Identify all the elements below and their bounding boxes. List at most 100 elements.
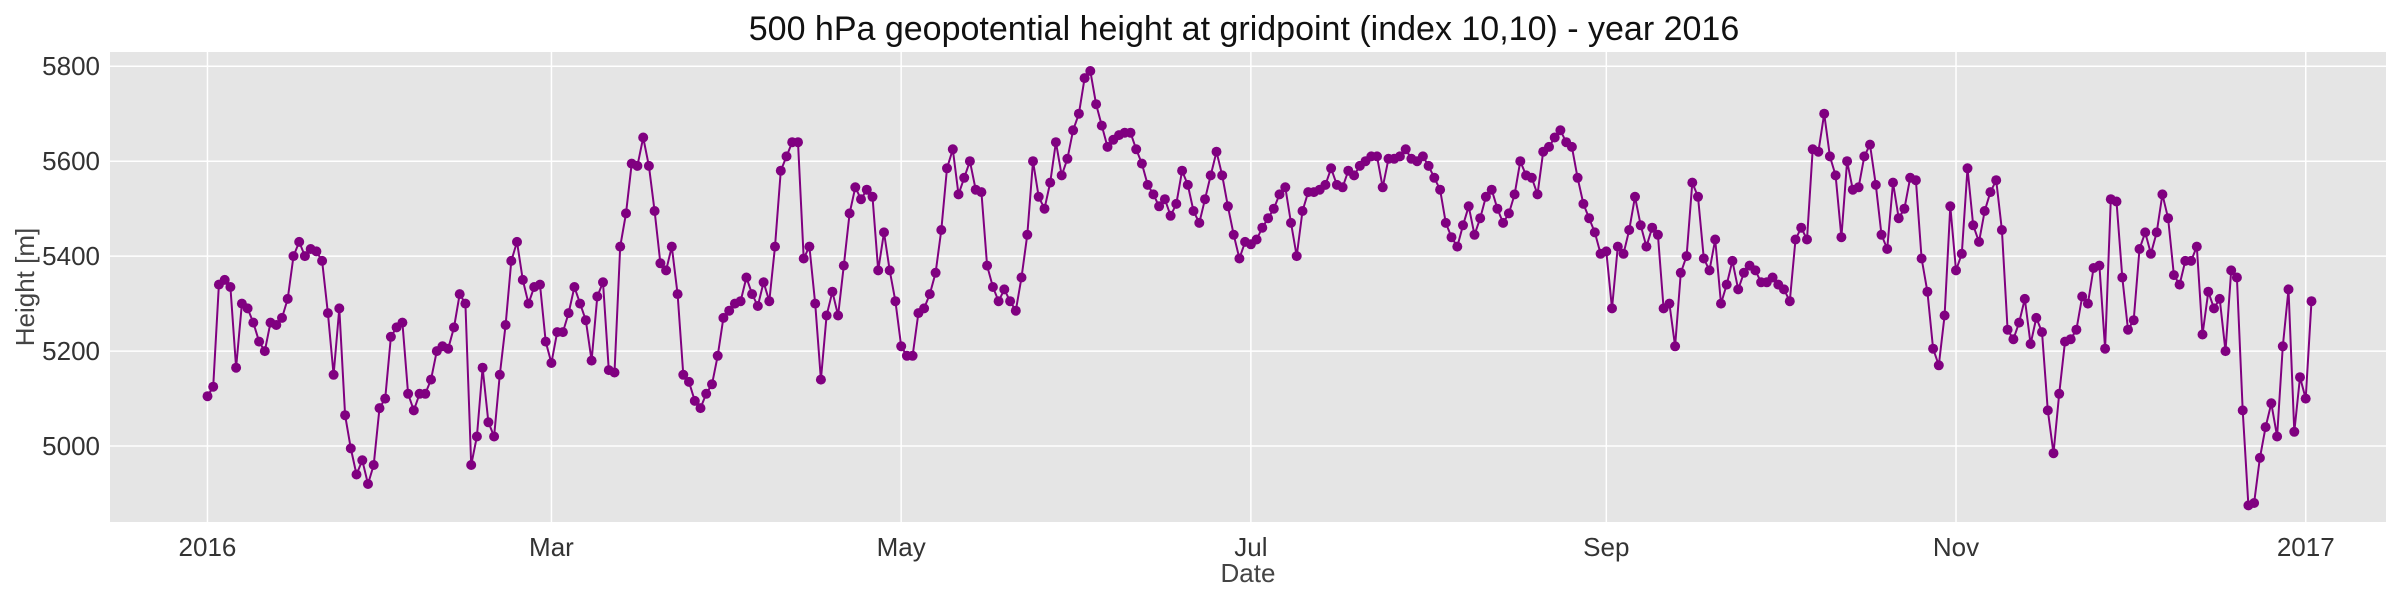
data-point [2237, 405, 2248, 416]
data-point [804, 241, 815, 252]
data-point [953, 189, 964, 200]
y-tick-label: 5600 [42, 146, 100, 176]
data-point [643, 160, 654, 171]
data-point [1555, 125, 1566, 136]
data-point [1796, 222, 1807, 233]
data-point [1687, 177, 1698, 188]
data-point [1939, 310, 1950, 321]
data-point [707, 379, 717, 390]
data-point [1136, 158, 1147, 169]
data-point [827, 286, 838, 297]
data-point [1469, 229, 1480, 240]
data-point [586, 355, 597, 366]
data-point [1842, 156, 1853, 167]
data-point [798, 253, 809, 264]
data-point [540, 336, 551, 347]
data-point [248, 317, 259, 328]
data-point [1268, 203, 1279, 214]
data-point [2157, 189, 2168, 200]
data-point [1096, 120, 1107, 131]
data-point [443, 343, 454, 354]
data-point [1549, 132, 1560, 143]
data-point [999, 284, 1010, 295]
data-point [294, 236, 305, 247]
data-point [1297, 206, 1308, 216]
x-tick-label: 2017 [2277, 532, 2335, 562]
data-point [1882, 244, 1893, 254]
data-point [1475, 213, 1486, 224]
data-point [1400, 144, 1411, 155]
data-point [1727, 255, 1738, 266]
data-point [1956, 248, 1967, 259]
data-point [1435, 184, 1446, 195]
data-point [2145, 248, 2156, 259]
data-point [1664, 298, 1675, 309]
data-point [1572, 172, 1583, 183]
data-point [1458, 220, 1468, 231]
data-point [947, 144, 958, 155]
data-point [1125, 127, 1136, 138]
data-point [494, 369, 505, 380]
data-point [793, 137, 803, 148]
data-point [1068, 125, 1079, 136]
data-point [254, 336, 265, 347]
data-point [1721, 279, 1732, 290]
data-point [259, 346, 270, 357]
data-point [649, 206, 660, 216]
data-point [1693, 191, 1703, 202]
data-point [546, 358, 557, 368]
y-tick-label: 5000 [42, 431, 100, 461]
data-point [1498, 217, 1509, 228]
data-point [2266, 398, 2277, 409]
data-point [460, 298, 471, 309]
data-point [770, 241, 780, 252]
data-point [420, 388, 431, 399]
data-point [449, 322, 459, 333]
data-point [1933, 360, 1944, 371]
data-point [1154, 201, 1165, 212]
data-point [987, 282, 998, 292]
data-point [1968, 220, 1979, 231]
data-point [2048, 448, 2059, 459]
data-point [231, 362, 242, 373]
data-point [2277, 341, 2288, 352]
data-point [1830, 170, 1841, 181]
data-point [1394, 151, 1405, 162]
data-point [1188, 206, 1199, 216]
data-point [672, 289, 683, 300]
y-tick-label: 5800 [42, 51, 100, 81]
data-point [299, 251, 310, 262]
data-point [345, 443, 356, 454]
data-point [1607, 303, 1617, 314]
data-point [322, 308, 333, 319]
data-point [288, 251, 299, 262]
plot-area [110, 52, 2386, 522]
data-point [2140, 227, 2151, 238]
data-point [896, 341, 907, 352]
data-point [879, 227, 889, 238]
data-point [844, 208, 855, 219]
data-point [517, 274, 528, 285]
data-point [2042, 405, 2053, 416]
data-point [1417, 151, 1428, 162]
data-point [2065, 334, 2076, 345]
data-point [1337, 182, 1348, 193]
data-point [219, 274, 230, 285]
data-point [466, 460, 477, 470]
data-point [575, 298, 586, 309]
y-axis-ticks: 5000 5200 5400 5600 5800 [42, 51, 100, 461]
data-point [2186, 255, 2197, 266]
data-point [1446, 232, 1457, 243]
data-point [810, 298, 821, 309]
data-point [1733, 284, 1744, 295]
data-point [1423, 160, 1434, 171]
data-point [752, 301, 763, 311]
data-point [1251, 234, 1262, 245]
x-tick-label: May [877, 532, 926, 562]
data-point [907, 350, 918, 361]
data-point [758, 277, 769, 288]
data-point [1532, 189, 1543, 200]
data-point [1016, 272, 1027, 283]
data-point [856, 194, 866, 205]
